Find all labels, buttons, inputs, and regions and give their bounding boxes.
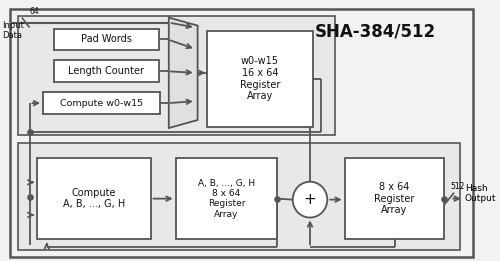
- Polygon shape: [169, 17, 198, 128]
- Text: A, B, ..., G, H
8 x 64
Register
Array: A, B, ..., G, H 8 x 64 Register Array: [198, 179, 255, 219]
- Text: Compute w0-w15: Compute w0-w15: [60, 99, 143, 108]
- Text: Length Counter: Length Counter: [68, 66, 144, 76]
- Bar: [43, 92, 160, 114]
- Bar: [207, 31, 313, 127]
- Bar: [37, 158, 150, 239]
- Text: Input
Data: Input Data: [2, 21, 25, 40]
- Bar: [344, 158, 444, 239]
- Text: Pad Words: Pad Words: [81, 34, 132, 44]
- Text: Compute
A, B, ..., G, H: Compute A, B, ..., G, H: [62, 188, 125, 209]
- Text: Hash
Output: Hash Output: [464, 184, 496, 203]
- Bar: [18, 16, 335, 135]
- Text: +: +: [304, 192, 316, 207]
- Text: 64: 64: [30, 7, 40, 16]
- Bar: [54, 60, 159, 82]
- Circle shape: [292, 182, 328, 217]
- Bar: [54, 28, 159, 50]
- Bar: [176, 158, 278, 239]
- Text: SHA-384/512: SHA-384/512: [315, 23, 436, 40]
- Text: 8 x 64
Register
Array: 8 x 64 Register Array: [374, 182, 414, 215]
- Text: 512: 512: [450, 182, 464, 191]
- Text: w0-w15
16 x 64
Register
Array: w0-w15 16 x 64 Register Array: [240, 56, 280, 101]
- Bar: [18, 143, 460, 250]
